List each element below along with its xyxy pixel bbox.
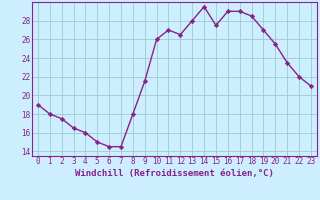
X-axis label: Windchill (Refroidissement éolien,°C): Windchill (Refroidissement éolien,°C) [75,169,274,178]
